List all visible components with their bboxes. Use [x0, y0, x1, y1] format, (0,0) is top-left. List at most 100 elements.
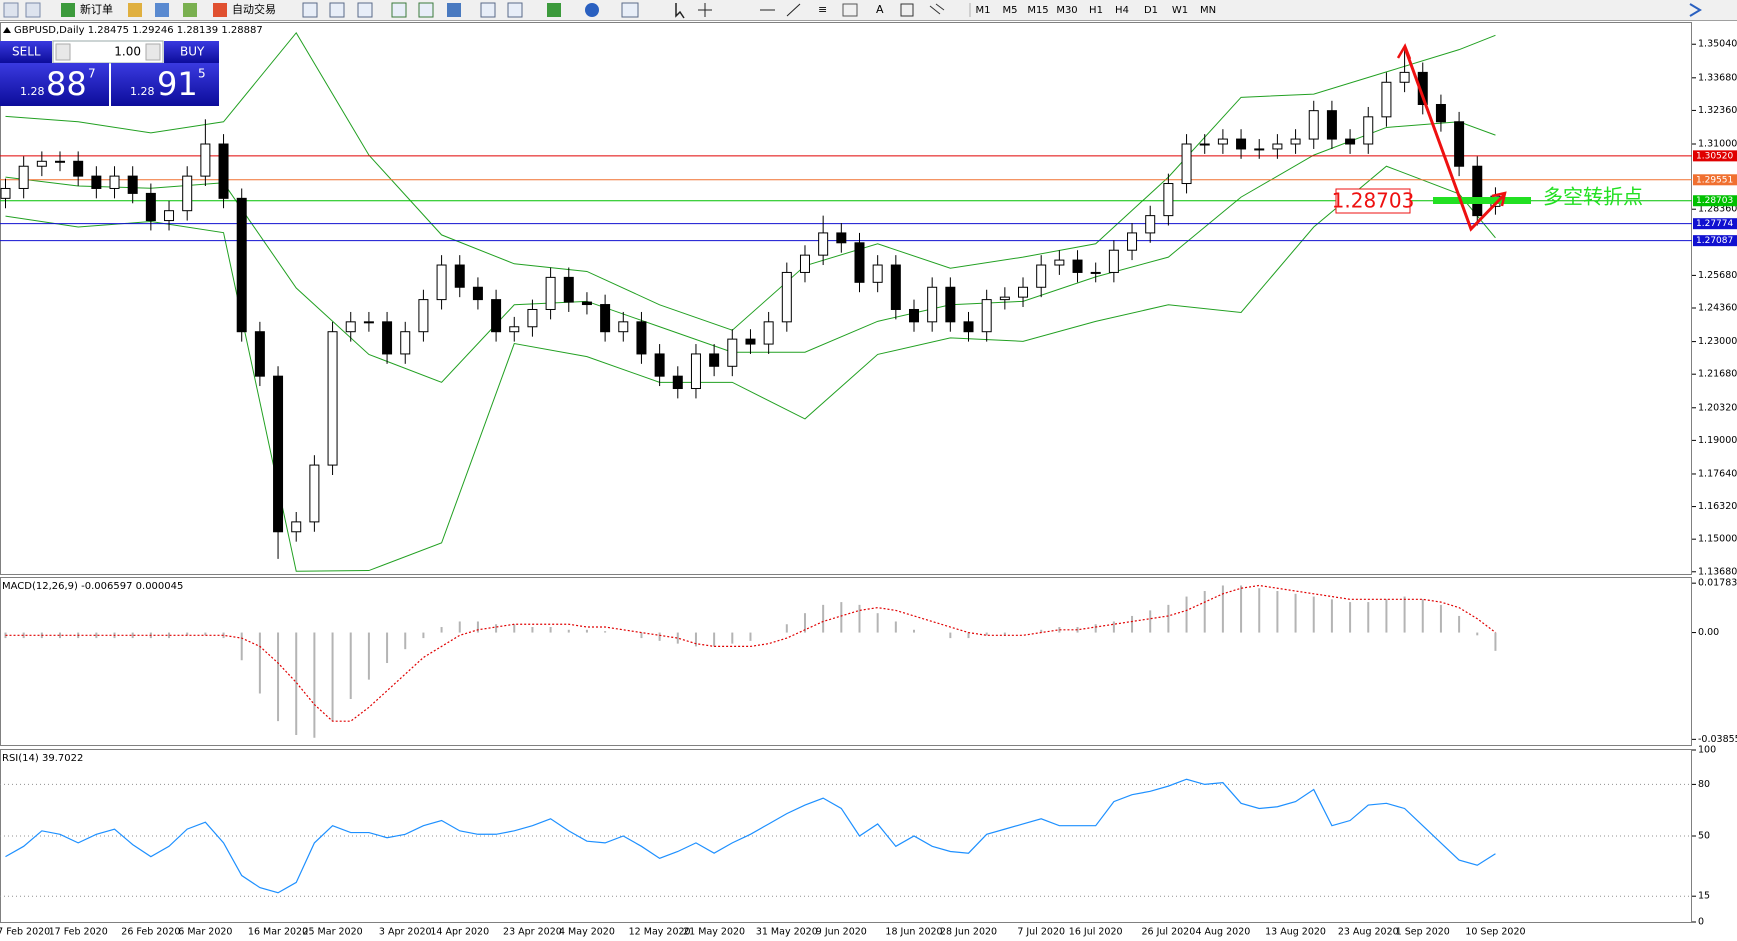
- channel-tool[interactable]: [842, 3, 858, 17]
- candle-body: [563, 276, 574, 303]
- candle-body: [1163, 183, 1174, 217]
- trendline-tool[interactable]: [786, 3, 801, 17]
- indicator-name: MACD(12,26,9): [2, 581, 78, 592]
- candle-body: [799, 254, 810, 273]
- x-tick-label: 16 Jul 2020: [1069, 927, 1123, 938]
- lot-up[interactable]: [145, 43, 161, 61]
- candle-body: [73, 160, 84, 177]
- candle-body: [727, 338, 738, 367]
- ask-prefix: 1.28: [130, 85, 155, 98]
- toolbar-bg: [0, 0, 1737, 20]
- x-tick-label: 28 Jun 2020: [940, 927, 997, 938]
- candle-body: [1472, 165, 1483, 217]
- icon[interactable]: [447, 3, 461, 17]
- candle-body: [1308, 110, 1319, 140]
- candle-body: [327, 331, 338, 466]
- auto-trading-button[interactable]: 自动交易: [232, 2, 276, 16]
- candle-body: [709, 353, 720, 367]
- templates-icon[interactable]: [621, 2, 639, 18]
- y-tick-label: -0.038559: [1698, 734, 1737, 745]
- icon[interactable]: [507, 2, 523, 18]
- level-label: 1.28703: [1696, 196, 1733, 206]
- toolbar: 新订单 自动交易 ≡ A M1 M5 M15 M30 H1 H4 D1 W1 MN: [0, 0, 1737, 21]
- icon[interactable]: [155, 3, 169, 17]
- zoom-out-icon[interactable]: [418, 2, 434, 18]
- x-tick-label: 23 Apr 2020: [503, 927, 562, 938]
- candle-body: [1363, 116, 1374, 145]
- candle-body: [145, 192, 156, 222]
- level-label-bg: [1693, 174, 1737, 186]
- candle-body: [781, 271, 792, 323]
- candle-body: [818, 232, 829, 256]
- label-tool[interactable]: [900, 3, 914, 17]
- y-tick-label: 1.28360: [1698, 204, 1737, 215]
- new-order-button[interactable]: 新订单: [80, 2, 113, 16]
- x-tick-label: 14 Apr 2020: [430, 927, 489, 938]
- new-order-icon[interactable]: [61, 3, 75, 17]
- candle-body: [436, 264, 447, 301]
- band-lower: [5, 165, 1496, 572]
- candle-body: [763, 321, 774, 345]
- lot-value[interactable]: 1.00: [114, 45, 141, 59]
- timeframe-button[interactable]: M30: [1056, 5, 1077, 16]
- icon[interactable]: [25, 2, 41, 18]
- text-tool[interactable]: A: [876, 3, 884, 16]
- candle-body: [618, 321, 629, 333]
- auto-trading-icon[interactable]: [213, 3, 227, 17]
- sell-label: SELL: [12, 45, 41, 59]
- cursor-icon[interactable]: [675, 3, 685, 19]
- timeframe-button[interactable]: D1: [1144, 5, 1158, 16]
- candle-body: [18, 165, 29, 189]
- icon[interactable]: [128, 3, 142, 17]
- candle-body: [1381, 81, 1392, 118]
- candle-body: [836, 232, 847, 244]
- x-tick-label: 17 Feb 2020: [49, 927, 108, 938]
- crosshair-icon[interactable]: [698, 3, 712, 17]
- icon[interactable]: [302, 2, 318, 18]
- candle-body: [127, 175, 138, 194]
- x-tick-label: 4 Aug 2020: [1195, 927, 1250, 938]
- candle-body: [945, 286, 956, 323]
- indicators-icon[interactable]: [547, 3, 561, 17]
- icon[interactable]: [183, 3, 197, 17]
- timeframe-button[interactable]: H4: [1115, 5, 1129, 16]
- zoom-in-icon[interactable]: [391, 2, 407, 18]
- buy-button[interactable]: [164, 41, 219, 63]
- level-label-bg: [1693, 150, 1737, 162]
- icon[interactable]: [3, 2, 19, 18]
- icon[interactable]: [357, 2, 373, 18]
- timeframe-button[interactable]: M15: [1027, 5, 1048, 16]
- timeframe-button[interactable]: W1: [1172, 5, 1188, 16]
- lot-down[interactable]: [55, 43, 71, 61]
- collapse-icon[interactable]: [3, 27, 11, 33]
- candle-body: [927, 286, 938, 323]
- red-arrow-path: [1403, 47, 1506, 232]
- x-tick-label: 12 May 2020: [629, 927, 691, 938]
- candle-body: [36, 160, 47, 167]
- candle-body: [345, 321, 356, 333]
- y-tick-label: 100: [1698, 745, 1716, 756]
- arrow-tool[interactable]: [929, 3, 945, 15]
- timeframe-button[interactable]: M5: [1003, 5, 1018, 16]
- candle-body: [472, 286, 483, 301]
- fibo-tool[interactable]: ≡: [818, 3, 827, 16]
- candle-body: [55, 160, 66, 163]
- y-tick-label: 1.35040: [1698, 39, 1737, 50]
- last-low: 1.28139: [177, 25, 218, 36]
- x-tick-label: 4 May 2020: [559, 927, 615, 938]
- candle-body: [1054, 259, 1065, 266]
- icon[interactable]: [329, 2, 345, 18]
- candle-body: [1217, 138, 1228, 145]
- periods-icon[interactable]: [585, 3, 599, 17]
- bid-box[interactable]: [0, 63, 109, 106]
- scroll-icon[interactable]: [1689, 3, 1702, 17]
- timeframe-button[interactable]: MN: [1200, 5, 1216, 16]
- sell-button[interactable]: [0, 41, 52, 63]
- ask-box[interactable]: [111, 63, 219, 106]
- timeframe-button[interactable]: H1: [1089, 5, 1103, 16]
- timeframe-button[interactable]: M1: [976, 5, 991, 16]
- x-tick-label: 6 Mar 2020: [178, 927, 232, 938]
- candle-body: [654, 353, 665, 377]
- icon[interactable]: [480, 2, 496, 18]
- bid-prefix: 1.28: [20, 85, 45, 98]
